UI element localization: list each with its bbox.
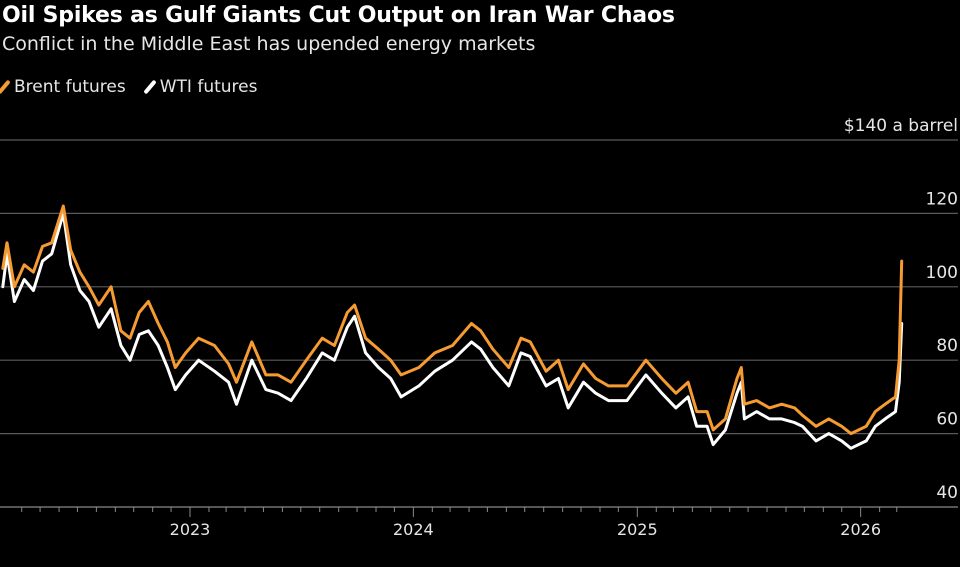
chart-title: Oil Spikes as Gulf Giants Cut Output on … <box>2 3 675 28</box>
y-tick-label: 40 <box>936 483 958 503</box>
y-tick-label: 80 <box>936 336 958 356</box>
legend-label-wti: WTI futures <box>159 77 258 97</box>
x-tick-label: 2026 <box>840 520 881 539</box>
y-tick-label: 100 <box>926 263 958 283</box>
y-tick-label: 120 <box>926 189 958 209</box>
series-line-wti <box>1 211 904 450</box>
chart-subtitle: Conflict in the Middle East has upended … <box>2 33 536 55</box>
series-line-brent <box>1 204 904 436</box>
legend-label-brent: Brent futures <box>14 77 126 97</box>
x-tick-label: 2024 <box>393 520 434 539</box>
x-tick-label: 2025 <box>617 520 658 539</box>
legend: Brent futures WTI futures <box>0 77 258 97</box>
legend-item-wti: WTI futures <box>143 77 258 97</box>
y-tick-label: $140 a barrel <box>844 116 958 136</box>
y-tick-label: 60 <box>936 410 958 430</box>
legend-item-brent: Brent futures <box>0 77 126 97</box>
x-tick-label: 2023 <box>170 520 211 539</box>
